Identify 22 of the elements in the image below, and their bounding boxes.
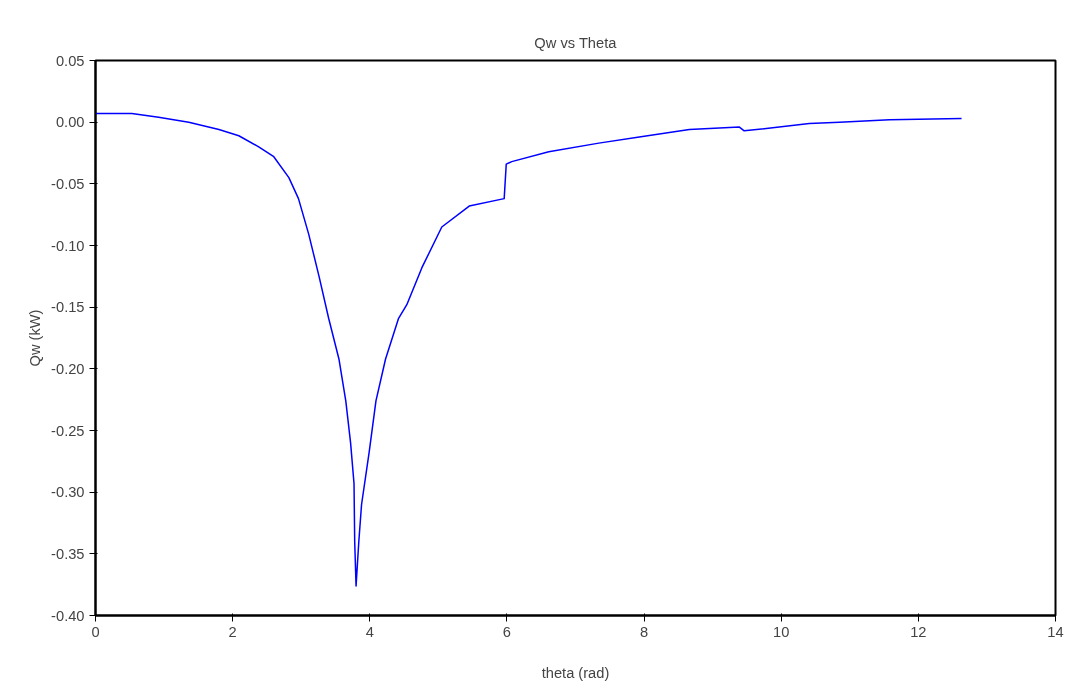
x-tick-label: 2 [228, 623, 237, 640]
y-tick-label: -0.20 [51, 360, 85, 377]
x-tick-label: 4 [365, 623, 374, 640]
chart-title: Qw vs Theta [534, 34, 618, 51]
y-tick-label: 0.05 [55, 52, 85, 69]
y-tick-label: -0.35 [51, 545, 85, 562]
x-tick-label: 14 [1047, 623, 1064, 640]
y-axis-title: Qw (kW) [27, 309, 44, 367]
x-tick-label: 12 [910, 623, 927, 640]
x-axis-title: theta (rad) [541, 664, 610, 681]
line-series [95, 112, 963, 587]
x-tick-label: 8 [640, 623, 649, 640]
x-tick-label: 10 [773, 623, 790, 640]
y-tick-label: -0.10 [51, 237, 85, 254]
y-tick-label: -0.30 [51, 484, 85, 501]
x-tick-label: 0 [91, 623, 100, 640]
y-tick-label: -0.40 [51, 607, 85, 624]
y-tick-label: -0.05 [51, 175, 85, 192]
y-tick-label: 0.00 [55, 114, 85, 131]
x-tick-label: 6 [502, 623, 512, 640]
y-tick-label: -0.25 [51, 422, 85, 439]
y-tick-label: -0.15 [51, 299, 85, 316]
